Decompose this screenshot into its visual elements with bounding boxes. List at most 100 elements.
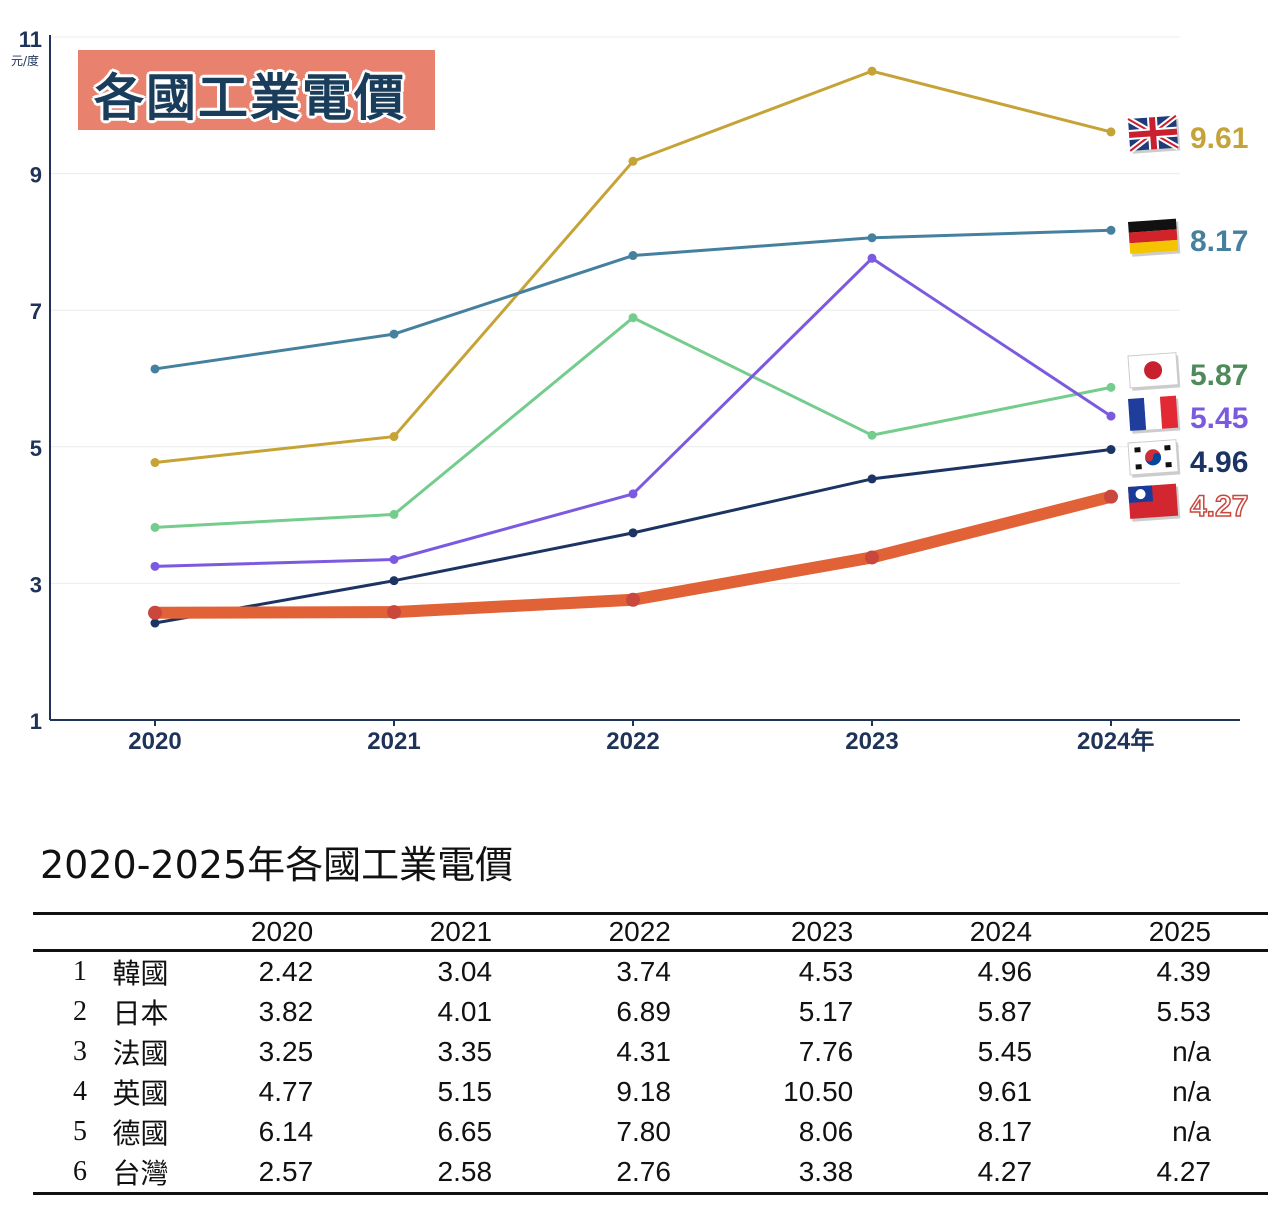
data-point — [150, 561, 160, 571]
data-point — [1106, 445, 1116, 455]
data-point — [389, 509, 399, 519]
value-cell: 7.76 — [798, 1036, 854, 1067]
data-point — [389, 432, 399, 442]
value-cell: n/a — [1172, 1116, 1211, 1147]
table-row: 2 日本 3.82 4.01 6.89 5.17 5.87 5.53 — [33, 992, 1268, 1032]
value-cell: 4.31 — [616, 1036, 671, 1067]
series-end-label: 4.96 — [1190, 446, 1248, 479]
y-tick-label: 5 — [30, 436, 42, 461]
value-cell: 2.57 — [258, 1156, 314, 1187]
header-year: 2020 — [250, 916, 314, 947]
y-tick-label: 11 — [19, 27, 42, 52]
value-cell: 5.53 — [1156, 996, 1212, 1027]
data-point — [626, 592, 640, 607]
korea-flag-icon — [1127, 439, 1181, 478]
data-point — [628, 156, 638, 166]
y-tick-label: 9 — [30, 163, 42, 188]
y-tick-label: 1 — [30, 709, 42, 734]
end-labels: 9.61 8.17 5.87 5.45 4.96 4.27 — [1126, 113, 1249, 524]
value-cell: n/a — [1172, 1036, 1211, 1067]
x-tick-label: 2023 — [845, 728, 898, 755]
value-cell: 7.80 — [616, 1116, 671, 1147]
value-cell: n/a — [1172, 1076, 1211, 1107]
value-cell: 4.53 — [798, 956, 854, 987]
data-point — [389, 329, 399, 339]
value-cell: 8.17 — [977, 1116, 1033, 1147]
x-tick-label: 2024年 — [1077, 727, 1154, 755]
data-point — [389, 554, 399, 564]
value-cell: 3.25 — [258, 1036, 314, 1067]
line-chart: 1 3 5 7 9 11 2020 2021 2022 2023 2024年 9.61 8.17 5.… — [19, 27, 1249, 755]
value-cell: 2.76 — [616, 1156, 671, 1187]
y-axis-unit: 元/度 — [11, 54, 40, 68]
y-tick-label: 3 — [30, 572, 42, 597]
rank-cell: 4 — [73, 1076, 87, 1107]
header-year: 2022 — [608, 916, 671, 947]
value-cell: 8.06 — [798, 1116, 854, 1147]
header-year: 2023 — [790, 916, 854, 947]
value-cell: 3.35 — [437, 1036, 493, 1067]
data-point — [148, 605, 162, 620]
value-cell: 2.42 — [258, 956, 314, 987]
data-point — [150, 364, 160, 374]
data-point — [628, 313, 638, 323]
header-rank-cell — [33, 914, 112, 951]
header-year: 2021 — [429, 916, 493, 947]
data-point — [628, 489, 638, 499]
france-flag-icon — [1128, 395, 1181, 434]
table-header-row: 2020 2021 2022 2023 2024 2025 — [33, 913, 1268, 951]
series-end-label: 4.27 — [1190, 490, 1248, 523]
y-axis-ticks: 1 3 5 7 9 11 — [19, 27, 42, 734]
value-cell: 6.14 — [258, 1116, 314, 1147]
x-tick-label: 2021 — [367, 728, 420, 755]
value-cell: 3.82 — [258, 996, 314, 1027]
value-cell: 5.15 — [437, 1076, 493, 1107]
data-point — [867, 430, 877, 440]
y-tick-label: 7 — [30, 299, 42, 324]
value-cell: 4.27 — [977, 1156, 1033, 1187]
value-cell: 6.89 — [616, 996, 671, 1027]
table-row: 6 台灣 2.57 2.58 2.76 3.38 4.27 4.27 — [33, 1152, 1268, 1194]
country-cell: 德國 — [112, 1117, 169, 1150]
data-point — [150, 618, 160, 628]
value-cell: 4.01 — [437, 996, 493, 1027]
chart-series — [148, 66, 1118, 628]
value-cell: 10.50 — [783, 1076, 854, 1107]
data-point — [1106, 225, 1116, 235]
country-cell: 韓國 — [112, 957, 169, 990]
table-row: 4 英國 4.77 5.15 9.18 10.50 9.61 n/a — [33, 1072, 1268, 1112]
value-cell: 3.04 — [437, 956, 493, 987]
data-point — [1104, 489, 1118, 504]
series-end-label: 8.17 — [1190, 225, 1248, 258]
value-cell: 4.77 — [258, 1076, 314, 1107]
country-cell: 日本 — [112, 997, 169, 1030]
data-point — [867, 474, 877, 484]
value-cell: 4.96 — [977, 956, 1033, 987]
country-cell: 台灣 — [112, 1157, 169, 1190]
header-year: 2025 — [1148, 916, 1211, 947]
data-point — [628, 528, 638, 538]
data-point — [1106, 382, 1116, 392]
chart-axes — [49, 35, 1240, 721]
data-point — [387, 605, 401, 620]
table-title: 2020-2025年各國工業電價 — [40, 843, 514, 887]
series-end-label: 9.61 — [1190, 122, 1248, 155]
table-row: 3 法國 3.25 3.35 4.31 7.76 5.45 n/a — [33, 1032, 1268, 1072]
value-cell: 2.58 — [437, 1156, 493, 1187]
rank-cell: 1 — [73, 956, 87, 987]
chart-title: 各國工業電價 — [94, 69, 406, 127]
series-end-label: 5.45 — [1190, 402, 1248, 435]
rank-cell: 2 — [73, 996, 87, 1027]
x-tick-label: 2022 — [606, 728, 659, 755]
value-cell: 3.74 — [616, 956, 671, 987]
value-cell: 5.45 — [977, 1036, 1033, 1067]
data-point — [628, 251, 638, 261]
country-cell: 法國 — [112, 1037, 169, 1070]
value-cell: 5.17 — [798, 996, 854, 1027]
chart-title-badge: 各國工業電價 — [78, 50, 435, 130]
data-point — [1106, 127, 1116, 137]
header-country-cell — [112, 914, 191, 951]
data-point — [867, 233, 877, 243]
x-tick-label: 2020 — [128, 728, 181, 755]
series-end-label: 5.87 — [1190, 359, 1248, 392]
